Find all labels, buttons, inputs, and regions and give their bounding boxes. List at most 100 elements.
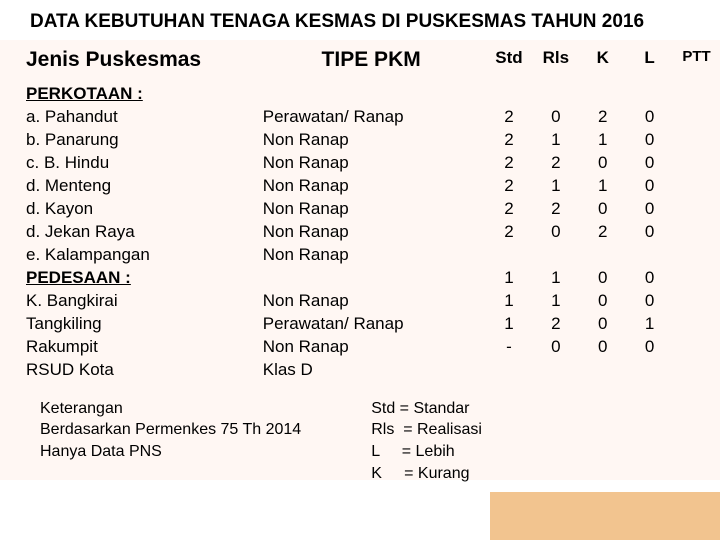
header-jenis: Jenis Puskesmas (0, 38, 257, 83)
cell-tipe: Perawatan/ Ranap (257, 313, 486, 336)
cell-jenis: a. Pahandut (0, 106, 257, 129)
cell-tipe: Non Ranap (257, 198, 486, 221)
table-row: PERKOTAAN : (0, 82, 720, 106)
table-row: RSUD KotaKlas D (0, 359, 720, 382)
header-rls: Rls (532, 38, 579, 83)
cell-c3: 0 (579, 198, 626, 221)
cell-ptt (673, 313, 720, 336)
cell-c2: 2 (532, 198, 579, 221)
table-row: b. PanarungNon Ranap2110 (0, 129, 720, 152)
cell-c4 (626, 244, 673, 267)
cell-c2: 1 (532, 290, 579, 313)
cell-c1 (486, 82, 533, 106)
cell-tipe (257, 82, 486, 106)
cell-tipe: Non Ranap (257, 152, 486, 175)
cell-c2: 0 (532, 106, 579, 129)
cell-tipe: Perawatan/ Ranap (257, 106, 486, 129)
table-row: d. Jekan RayaNon Ranap2020 (0, 221, 720, 244)
cell-c2: 0 (532, 336, 579, 359)
cell-c3 (579, 82, 626, 106)
data-table: Jenis Puskesmas TIPE PKM Std Rls K L PTT… (0, 38, 720, 382)
cell-c3: 0 (579, 336, 626, 359)
table-header-row: Jenis Puskesmas TIPE PKM Std Rls K L PTT (0, 38, 720, 83)
cell-tipe: Non Ranap (257, 290, 486, 313)
cell-c2 (532, 359, 579, 382)
cell-c1: 1 (486, 267, 533, 290)
cell-c3: 0 (579, 267, 626, 290)
table-row: TangkilingPerawatan/ Ranap1201 (0, 313, 720, 336)
cell-tipe: Non Ranap (257, 221, 486, 244)
cell-ptt (673, 336, 720, 359)
cell-jenis: RSUD Kota (0, 359, 257, 382)
data-table-wrap: Jenis Puskesmas TIPE PKM Std Rls K L PTT… (0, 38, 720, 382)
cell-jenis: Rakumpit (0, 336, 257, 359)
cell-ptt (673, 221, 720, 244)
corner-accent (490, 492, 720, 540)
cell-c1: 1 (486, 290, 533, 313)
table-row: a. PahandutPerawatan/ Ranap2020 (0, 106, 720, 129)
cell-ptt (673, 152, 720, 175)
cell-c1 (486, 244, 533, 267)
cell-tipe: Non Ranap (257, 129, 486, 152)
legend-left: Keterangan Berdasarkan Permenkes 75 Th 2… (40, 398, 301, 484)
table-row: PEDESAAN :1100 (0, 267, 720, 290)
table-row: d. KayonNon Ranap2200 (0, 198, 720, 221)
cell-c4: 0 (626, 175, 673, 198)
cell-ptt (673, 106, 720, 129)
cell-jenis: Tangkiling (0, 313, 257, 336)
legend: Keterangan Berdasarkan Permenkes 75 Th 2… (0, 382, 720, 494)
cell-c1: - (486, 336, 533, 359)
cell-c2: 1 (532, 175, 579, 198)
cell-c4: 0 (626, 290, 673, 313)
cell-c4 (626, 359, 673, 382)
cell-c2 (532, 244, 579, 267)
cell-c3: 0 (579, 290, 626, 313)
cell-c4: 0 (626, 129, 673, 152)
cell-jenis: e. Kalampangan (0, 244, 257, 267)
table-row: d. MentengNon Ranap2110 (0, 175, 720, 198)
cell-ptt (673, 198, 720, 221)
table-row: e. KalampanganNon Ranap (0, 244, 720, 267)
cell-jenis: d. Jekan Raya (0, 221, 257, 244)
cell-jenis: PEDESAAN : (0, 267, 257, 290)
cell-c3: 1 (579, 129, 626, 152)
cell-c2: 1 (532, 129, 579, 152)
cell-c2: 1 (532, 267, 579, 290)
cell-c3: 1 (579, 175, 626, 198)
page-title: DATA KEBUTUHAN TENAGA KESMAS DI PUSKESMA… (0, 0, 720, 38)
cell-c3: 2 (579, 221, 626, 244)
cell-c4: 0 (626, 152, 673, 175)
cell-jenis: K. Bangkirai (0, 290, 257, 313)
cell-c4: 1 (626, 313, 673, 336)
table-row: RakumpitNon Ranap-000 (0, 336, 720, 359)
cell-ptt (673, 82, 720, 106)
cell-c1: 2 (486, 221, 533, 244)
cell-c1: 2 (486, 175, 533, 198)
header-std: Std (486, 38, 533, 83)
header-tipe: TIPE PKM (257, 38, 486, 83)
cell-tipe: Non Ranap (257, 175, 486, 198)
cell-c1: 2 (486, 152, 533, 175)
cell-ptt (673, 290, 720, 313)
cell-c1: 1 (486, 313, 533, 336)
cell-jenis: d. Kayon (0, 198, 257, 221)
header-k: K (579, 38, 626, 83)
table-row: c. B. HinduNon Ranap2200 (0, 152, 720, 175)
cell-c3: 0 (579, 313, 626, 336)
cell-tipe: Non Ranap (257, 244, 486, 267)
cell-c3 (579, 359, 626, 382)
cell-ptt (673, 267, 720, 290)
cell-c3 (579, 244, 626, 267)
cell-c4: 0 (626, 336, 673, 359)
cell-ptt (673, 175, 720, 198)
cell-c4: 0 (626, 221, 673, 244)
cell-c3: 0 (579, 152, 626, 175)
cell-c2: 0 (532, 221, 579, 244)
cell-ptt (673, 129, 720, 152)
header-l: L (626, 38, 673, 83)
cell-c1: 2 (486, 198, 533, 221)
cell-c1: 2 (486, 106, 533, 129)
legend-right: Std = Standar Rls = Realisasi L = Lebih … (371, 398, 482, 484)
header-ptt: PTT (673, 38, 720, 83)
table-row: K. BangkiraiNon Ranap1100 (0, 290, 720, 313)
